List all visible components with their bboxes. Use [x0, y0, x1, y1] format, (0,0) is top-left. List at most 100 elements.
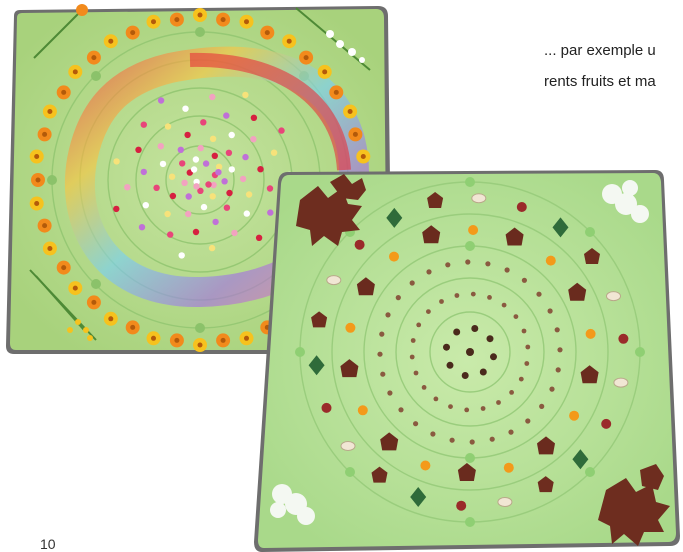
fern	[552, 217, 569, 238]
petal	[239, 175, 247, 183]
ring-marker	[465, 241, 475, 251]
flower-center	[286, 38, 292, 44]
seed	[449, 437, 455, 443]
seed	[501, 302, 507, 308]
seed	[555, 367, 561, 373]
petal	[113, 205, 120, 213]
seed	[554, 327, 560, 333]
petal	[202, 160, 210, 167]
seed	[377, 351, 383, 357]
seed	[398, 407, 404, 413]
flower-center	[91, 55, 97, 61]
flower-center	[47, 109, 53, 114]
flower-center	[352, 131, 358, 137]
fern	[572, 449, 589, 470]
petal	[231, 229, 238, 237]
petal	[215, 169, 222, 176]
seed	[549, 386, 555, 392]
flower-center	[130, 324, 136, 330]
flower-center	[303, 55, 309, 61]
flower-center	[360, 154, 366, 159]
leaf	[340, 359, 359, 378]
seed	[518, 376, 524, 382]
seed	[380, 371, 386, 377]
petal	[135, 146, 142, 153]
petal	[228, 131, 235, 139]
page-number: 10	[40, 536, 56, 552]
pine-cone	[443, 343, 450, 351]
flower-center	[34, 154, 40, 159]
wood-slice	[326, 275, 342, 286]
wood-slice	[606, 291, 621, 302]
ring-marker	[91, 71, 101, 81]
petal	[228, 166, 235, 173]
seed	[521, 328, 527, 334]
seed	[426, 309, 431, 314]
flower-center	[220, 337, 226, 343]
orange-fruit	[357, 405, 368, 416]
petal	[192, 228, 200, 236]
seed	[448, 404, 453, 409]
apple	[456, 500, 467, 511]
leaf	[311, 311, 328, 328]
seed	[470, 291, 476, 297]
apple	[601, 418, 612, 429]
petal	[221, 178, 228, 185]
petal	[225, 149, 233, 156]
petal	[211, 152, 218, 159]
petal	[212, 218, 219, 226]
petal	[270, 149, 278, 156]
flower-center	[91, 299, 97, 305]
pine-cone	[466, 348, 474, 356]
petal	[181, 179, 188, 186]
ring-marker	[195, 323, 205, 333]
pine-cone	[486, 335, 494, 343]
petal	[209, 93, 216, 101]
petal	[243, 210, 250, 217]
ring-marker	[91, 279, 101, 289]
wood-slice	[613, 377, 629, 388]
nature-mat-markers	[295, 177, 645, 527]
seed	[439, 299, 444, 304]
petal	[257, 166, 264, 173]
flower-center	[174, 337, 180, 343]
orange-fruit	[545, 255, 556, 266]
seed	[524, 361, 530, 366]
petal	[255, 234, 263, 241]
leaf	[457, 463, 476, 481]
flower-center	[108, 38, 114, 44]
caption-line-2: rents fruits et ma	[544, 73, 656, 90]
seed	[489, 436, 495, 442]
petal	[140, 121, 147, 128]
petal	[215, 163, 223, 170]
petal	[200, 203, 208, 211]
petal	[210, 181, 217, 189]
leaf	[568, 282, 587, 301]
flower-center	[220, 17, 226, 23]
leaf	[422, 225, 441, 244]
flower-center	[244, 19, 249, 25]
seed	[504, 267, 510, 273]
petal	[168, 173, 176, 180]
flower-center	[61, 265, 67, 271]
leaf	[537, 436, 555, 455]
leaf	[580, 365, 599, 384]
petal	[185, 193, 192, 200]
petal	[140, 168, 147, 176]
leaf	[537, 476, 554, 493]
seed	[480, 406, 486, 411]
seed	[410, 338, 416, 343]
petal	[209, 193, 216, 200]
pine-cone	[471, 325, 479, 332]
wood-slice	[340, 441, 356, 451]
petal	[157, 97, 165, 104]
seed	[487, 295, 492, 300]
flower-center	[42, 223, 48, 229]
seed	[413, 421, 419, 427]
flower-center	[72, 69, 78, 75]
orange-fruit	[569, 410, 580, 421]
seed	[539, 403, 545, 409]
seed	[465, 259, 471, 265]
flower-center	[108, 316, 114, 322]
petal	[250, 114, 258, 122]
